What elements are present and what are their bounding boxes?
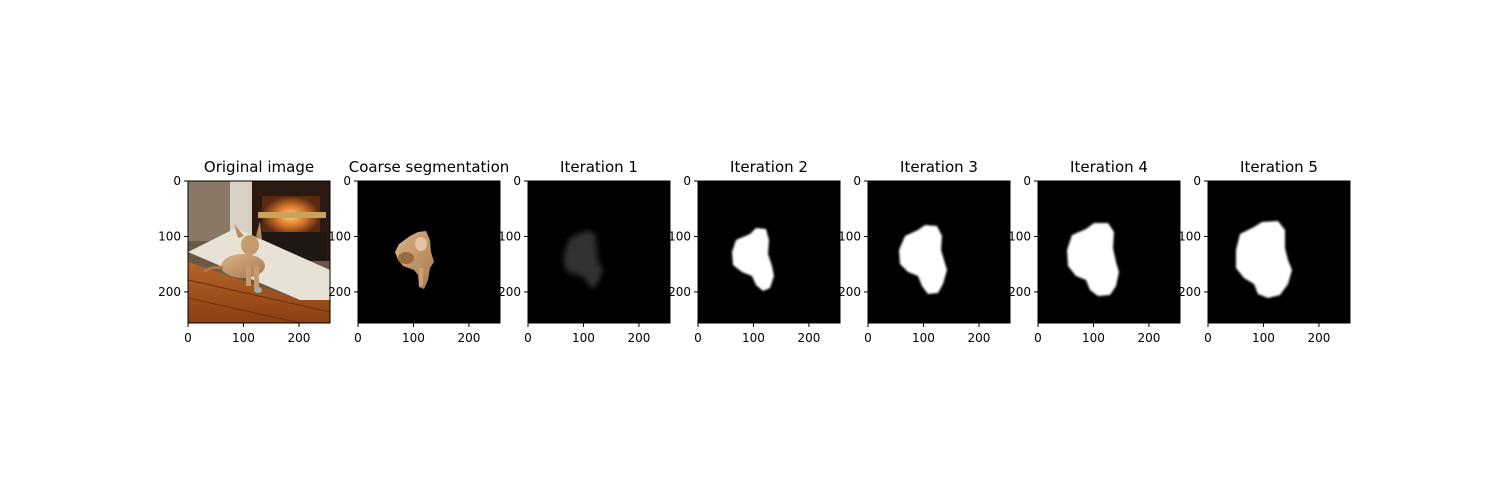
axes-panel-5: 0 100 200 0 100 200 [838,174,1011,345]
panel-iteration-4: Iteration 4 [1038,158,1180,323]
x-tick-label: 200 [627,331,650,345]
panel-original-image: Original image [188,158,330,323]
y-tick-label: 0 [173,174,181,188]
iteration-3-mask [899,225,947,294]
axes-frame [867,180,1011,324]
panel-title: Iteration 5 [1240,158,1318,176]
x-tick-label: 200 [287,331,310,345]
x-tick-label: 200 [1307,331,1330,345]
original-image-photo [188,181,330,323]
axes-frame [357,180,501,324]
axes-layer: 0 100 200 0 100 200 0 100 200 0 100 200 0 100 200 0 100 2… [158,174,1351,345]
y-tick-label: 0 [1193,174,1201,188]
dog-icon [202,221,265,293]
axes-panel-3: 0 100 200 0 100 200 [498,174,671,345]
y-tick-label: 200 [668,285,691,299]
panel-iteration-3: Iteration 3 [868,158,1010,323]
panel-iteration-1: Iteration 1 [528,158,670,323]
x-tick-label: 200 [1137,331,1160,345]
y-tick-label: 100 [668,229,691,243]
iteration-1-mask [564,231,603,288]
y-tick-label: 200 [498,285,521,299]
x-tick-label: 200 [457,331,480,345]
y-tick-label: 0 [343,174,351,188]
panel-title: Iteration 2 [730,158,808,176]
y-tick-label: 100 [838,229,861,243]
y-tick-label: 0 [683,174,691,188]
panel-title: Iteration 3 [900,158,978,176]
panel-iteration-2: Iteration 2 [698,158,840,323]
panel-title: Original image [204,158,314,176]
axes-panel-4: 0 100 200 0 100 200 [668,174,841,345]
x-tick-label: 100 [1082,331,1105,345]
x-tick-label: 200 [797,331,820,345]
y-tick-label: 0 [1023,174,1031,188]
iteration-2-mask [732,228,774,291]
x-tick-label: 100 [402,331,425,345]
panel-title: Iteration 4 [1070,158,1148,176]
axes-panel-7: 0 100 200 0 100 200 [1178,174,1351,345]
x-tick-label: 0 [184,331,192,345]
y-tick-label: 100 [328,229,351,243]
iteration-5-mask [1236,221,1292,298]
x-tick-label: 100 [912,331,935,345]
dog-cutout-icon [395,231,434,289]
x-tick-label: 0 [1034,331,1042,345]
axes-frame [527,180,671,324]
axes-panel-6: 0 100 200 0 100 200 [1008,174,1181,345]
panel-iteration-5: Iteration 5 [1208,158,1350,323]
y-tick-label: 200 [838,285,861,299]
axes-frame [187,180,331,324]
iteration-1-image [528,181,670,323]
x-tick-label: 200 [967,331,990,345]
panel-title: Coarse segmentation [349,158,510,176]
y-tick-label: 100 [158,229,181,243]
iteration-4-mask [1067,223,1119,296]
y-tick-label: 200 [1178,285,1201,299]
axes-frame [1207,180,1351,324]
x-tick-label: 0 [864,331,872,345]
panel-coarse-segmentation: Coarse segmentation [349,158,510,323]
axes-panel-1: 0 100 200 0 100 200 [158,174,331,345]
y-tick-label: 100 [1178,229,1201,243]
y-tick-label: 100 [498,229,521,243]
panel-title: Iteration 1 [560,158,638,176]
y-tick-label: 200 [1008,285,1031,299]
y-tick-label: 0 [513,174,521,188]
x-tick-label: 100 [1252,331,1275,345]
y-tick-label: 200 [328,285,351,299]
x-tick-label: 0 [354,331,362,345]
axes-panel-2: 0 100 200 0 100 200 [328,174,501,345]
y-tick-label: 200 [158,285,181,299]
axes-frame [1037,180,1181,324]
x-tick-label: 100 [572,331,595,345]
x-tick-label: 0 [524,331,532,345]
x-tick-label: 100 [742,331,765,345]
axes-frame [697,180,841,324]
y-tick-label: 0 [853,174,861,188]
iteration-2-image [698,181,840,323]
y-tick-label: 100 [1008,229,1031,243]
x-tick-label: 0 [1204,331,1212,345]
x-tick-label: 0 [694,331,702,345]
x-tick-label: 100 [232,331,255,345]
